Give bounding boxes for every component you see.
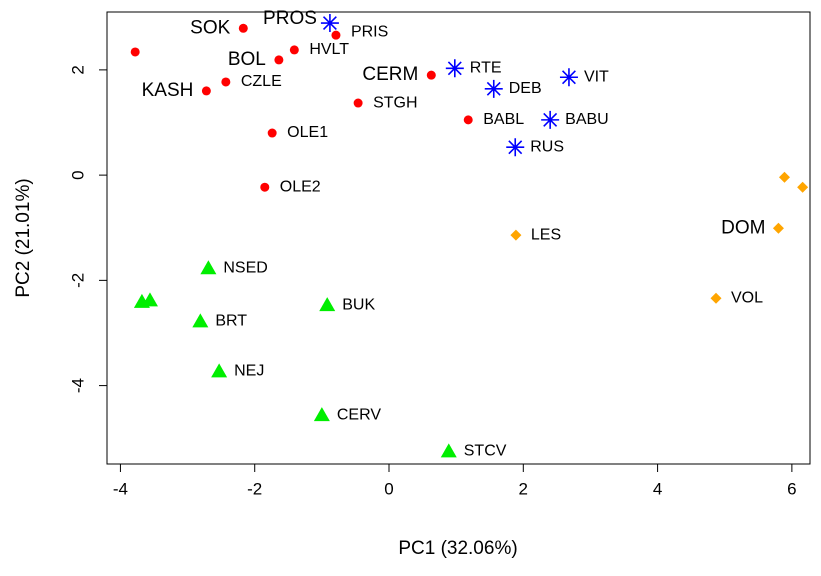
- point: [484, 79, 503, 98]
- point-label: DOM: [721, 217, 765, 238]
- point: [289, 45, 299, 55]
- point: [541, 110, 560, 129]
- point-label: RUS: [530, 138, 564, 155]
- point-label: OLE2: [280, 178, 321, 195]
- point-label: HVLT: [309, 41, 349, 58]
- point: [440, 443, 457, 458]
- point-label: BOL: [228, 49, 266, 70]
- point: [267, 128, 277, 138]
- point-label: CZLE: [241, 73, 282, 90]
- point: [506, 138, 525, 157]
- point: [426, 70, 436, 80]
- point: [260, 182, 270, 192]
- x-tick-label: 4: [653, 479, 662, 498]
- point-label: VIT: [584, 68, 609, 85]
- x-axis-title: PC1 (32.06%): [398, 538, 517, 559]
- point: [221, 77, 231, 87]
- point: [130, 47, 140, 57]
- point-label: PROS: [263, 8, 317, 29]
- point: [320, 14, 339, 33]
- point-label: NSED: [223, 259, 267, 276]
- point: [797, 181, 809, 193]
- point: [710, 292, 722, 304]
- point-label: CERM: [362, 64, 418, 85]
- point-label: DEB: [509, 80, 542, 97]
- point-label: STCV: [464, 443, 507, 460]
- y-tick-label: -4: [68, 378, 87, 393]
- point-label: BABL: [483, 111, 524, 128]
- x-tick-label: 6: [787, 479, 796, 498]
- point-label: NEJ: [234, 363, 264, 380]
- point-label: OLE1: [287, 124, 328, 141]
- point-label: BABU: [565, 111, 609, 128]
- point-label: SOK: [190, 17, 230, 38]
- point: [559, 68, 578, 87]
- x-tick-label: 2: [519, 479, 528, 498]
- point-label: PRIS: [351, 23, 388, 40]
- point: [141, 292, 158, 307]
- point-label: LES: [531, 226, 561, 243]
- point-label: VOL: [731, 289, 763, 306]
- point: [200, 260, 217, 275]
- point: [510, 229, 522, 241]
- point-label: BUK: [342, 296, 375, 313]
- point: [192, 313, 209, 328]
- plot-frame: [106, 11, 811, 465]
- point-label: RTE: [470, 60, 502, 77]
- point: [445, 59, 464, 78]
- point: [353, 98, 363, 108]
- point-label: STGH: [373, 94, 417, 111]
- x-tick-label: -2: [247, 479, 262, 498]
- x-tick-label: -4: [113, 479, 128, 498]
- point: [778, 171, 790, 183]
- point: [313, 407, 330, 422]
- point-label: KASH: [142, 80, 194, 101]
- point: [211, 363, 228, 378]
- point: [319, 297, 336, 312]
- y-tick-label: 0: [68, 170, 87, 179]
- y-tick-label: 2: [68, 65, 87, 74]
- point: [238, 23, 248, 33]
- point: [274, 55, 284, 65]
- point: [201, 86, 211, 96]
- x-tick-label: 0: [384, 479, 393, 498]
- point: [331, 30, 341, 40]
- point-label: CERV: [337, 406, 381, 423]
- point: [772, 222, 784, 234]
- y-axis-title: PC2 (21.01%): [13, 178, 34, 297]
- y-tick-label: -2: [68, 273, 87, 288]
- point: [463, 115, 473, 125]
- point-label: BRT: [215, 313, 247, 330]
